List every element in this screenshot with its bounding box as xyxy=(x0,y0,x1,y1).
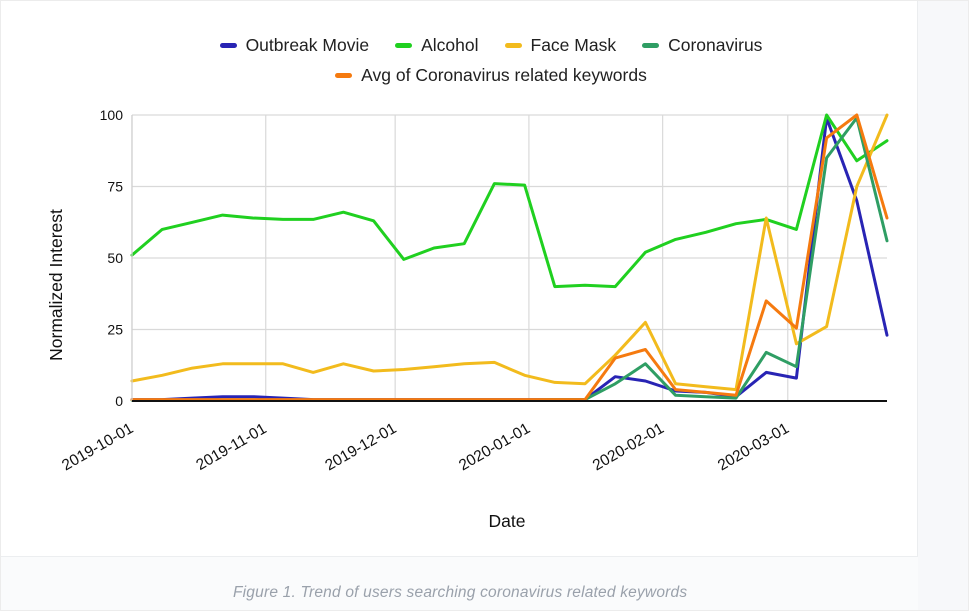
legend-item-alcohol: Alcohol xyxy=(395,35,479,56)
legend-label: Face Mask xyxy=(530,35,617,55)
y-tick-label: 0 xyxy=(115,393,123,409)
x-tick-label: 2020-02-01 xyxy=(590,420,667,474)
x-axis-title: Date xyxy=(489,511,526,531)
tick-layer: 0 25 50 75 100 2019-10-01 2019-11-01 2019-12-01… xyxy=(59,107,792,474)
legend-swatch xyxy=(504,43,522,48)
legend-label: Coronavirus xyxy=(668,35,763,55)
legend-swatch xyxy=(395,43,413,48)
x-tick-label: 2020-01-01 xyxy=(456,420,533,474)
legend-item-coronavirus: Coronavirus xyxy=(642,35,762,56)
grid-layer xyxy=(131,114,887,401)
y-axis-title: Normalized Interest xyxy=(46,209,66,361)
legend-label: Outbreak Movie xyxy=(245,35,370,55)
series-line-avg-of-coronavirus-related-keywords xyxy=(130,113,889,402)
legend-label: Alcohol xyxy=(421,35,479,55)
y-tick-label: 25 xyxy=(107,322,123,338)
x-tick-label: 2019-10-01 xyxy=(59,420,136,474)
page-background-right xyxy=(917,1,968,610)
series-line-alcohol xyxy=(130,113,889,289)
legend-swatch xyxy=(642,43,660,48)
x-tick-label: 2019-12-01 xyxy=(322,420,399,474)
series-line-coronavirus xyxy=(130,116,889,402)
chart-legend: Outbreak Movie Alcohol Face Mask Coronaviru… xyxy=(121,35,861,86)
y-tick-label: 100 xyxy=(100,107,124,123)
line-chart: 0 25 50 75 100 2019-10-01 2019-11-01 2019-12-01… xyxy=(46,107,889,531)
series-line-face-mask xyxy=(130,113,889,392)
caption-strip xyxy=(1,556,918,610)
legend-swatch xyxy=(335,73,353,78)
y-tick-label: 50 xyxy=(107,250,123,266)
x-tick-label: 2019-11-01 xyxy=(193,420,269,474)
legend-item-outbreak-movie: Outbreak Movie xyxy=(219,35,370,56)
x-tick-label: 2020-03-01 xyxy=(715,420,792,474)
legend-item-face-mask: Face Mask xyxy=(504,35,617,56)
figure-caption: Figure 1. Trend of users searching coron… xyxy=(233,584,688,601)
legend-swatch xyxy=(219,43,237,48)
axis-layer xyxy=(131,115,887,402)
legend-item-avg-of-coronavirus-related-keywords: Avg of Coronavirus related keywords xyxy=(335,65,647,86)
legend-label: Avg of Coronavirus related keywords xyxy=(361,65,647,85)
y-tick-label: 75 xyxy=(107,179,123,195)
